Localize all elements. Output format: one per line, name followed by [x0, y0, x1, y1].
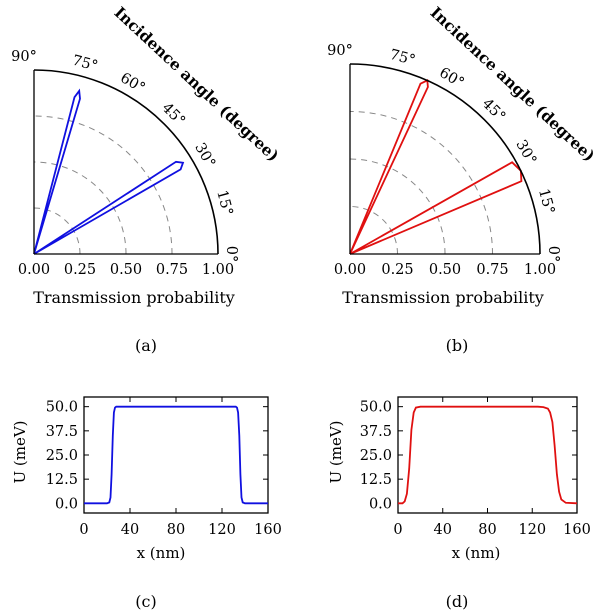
- grid-arc: [33, 161, 127, 255]
- panel-caption: (b): [446, 336, 469, 355]
- radial-tick-label: 0.00: [334, 262, 366, 278]
- transmission-lobe: [349, 161, 523, 255]
- angle-tick-label: 0°: [545, 246, 561, 262]
- polar-grid: [349, 111, 493, 255]
- y-axis-label: U (meV): [11, 420, 29, 483]
- panel-caption: (a): [135, 336, 157, 355]
- radial-tick-label: 0.25: [381, 262, 413, 278]
- y-tick-label: 0.0: [369, 496, 392, 512]
- x-axis-label: x (nm): [452, 544, 501, 562]
- outer-arc: [33, 69, 219, 255]
- angle-tick-label: 0°: [223, 246, 239, 262]
- y-tick-label: 37.5: [46, 424, 78, 440]
- y-tick-label: 12.5: [360, 472, 392, 488]
- polar-panel-a: 0.00 0.25 0.50 0.75 1.00 0°15°30°45°60°75°90…: [11, 3, 283, 355]
- tick-labels: 0 40 80 120 160 0.0 12.5 25.0 37.5 50.0: [360, 400, 591, 538]
- x-tick-label: 120: [208, 522, 236, 538]
- x-tick-label: 0: [79, 522, 88, 538]
- x-axis-label: Transmission probability: [342, 288, 544, 307]
- grid-arc: [349, 158, 446, 255]
- angle-tick-label: 90°: [327, 43, 353, 59]
- radial-tick-label: 0.00: [18, 262, 50, 278]
- polar-lobes: [33, 88, 185, 255]
- x-axis-label: x (nm): [137, 544, 186, 562]
- angle-tick-label: 45°: [479, 96, 508, 125]
- polar-grid: [33, 115, 173, 255]
- y-tick-label: 50.0: [46, 400, 78, 416]
- x-tick-label: 80: [167, 522, 185, 538]
- radial-tick-labels: 0.00 0.25 0.50 0.75 1.00: [18, 262, 234, 278]
- axes-frame: [397, 396, 578, 514]
- transmission-lobe: [33, 88, 81, 255]
- x-tick-label: 40: [434, 522, 452, 538]
- radial-tick-label: 0.75: [476, 262, 508, 278]
- radial-tick-label: 1.00: [524, 262, 556, 278]
- polar-panel-b: 0.00 0.25 0.50 0.75 1.00 0°15°30°45°60°75°90…: [327, 3, 598, 355]
- grid-arc: [33, 207, 81, 255]
- tick-labels: 0 40 80 120 160 0.0 12.5 25.0 37.5 50.0: [46, 400, 282, 538]
- x-axis-label: Transmission probability: [33, 288, 235, 307]
- y-tick-label: 25.0: [360, 448, 392, 464]
- y-tick-label: 12.5: [46, 472, 78, 488]
- radial-tick-label: 0.75: [156, 262, 188, 278]
- transmission-lobe: [33, 160, 185, 255]
- angle-tick-label: 15°: [213, 189, 235, 218]
- angle-tick-label: 90°: [11, 49, 37, 65]
- grid-arc: [349, 111, 493, 255]
- angle-tick-label: 45°: [159, 100, 188, 129]
- potential-curve: [398, 405, 578, 505]
- x-tick-label: 120: [518, 522, 546, 538]
- radial-tick-label: 0.50: [110, 262, 142, 278]
- outer-arc: [349, 63, 541, 255]
- transmission-lobe: [349, 79, 429, 255]
- y-tick-label: 37.5: [360, 424, 392, 440]
- radial-tick-label: 0.25: [64, 262, 96, 278]
- polar-frame: [349, 63, 541, 255]
- y-tick-label: 25.0: [46, 448, 78, 464]
- x-tick-label: 40: [121, 522, 139, 538]
- angle-tick-label: 15°: [535, 187, 557, 216]
- panel-caption: (c): [135, 592, 156, 611]
- x-tick-label: 160: [254, 522, 282, 538]
- radial-tick-labels: 0.00 0.25 0.50 0.75 1.00: [334, 262, 556, 278]
- grid-arc: [349, 206, 398, 255]
- radial-tick-label: 1.00: [202, 262, 234, 278]
- potential-curve: [84, 405, 268, 505]
- angle-tick-label: 75°: [71, 53, 100, 75]
- line-panel-d: 0 40 80 120 160 0.0 12.5 25.0 37.5 50.0 x (nm) U …: [327, 396, 591, 611]
- y-tick-label: 50.0: [360, 400, 392, 416]
- y-tick-label: 0.0: [55, 496, 78, 512]
- panel-caption: (d): [446, 592, 469, 611]
- angle-tick-label: 75°: [388, 47, 417, 69]
- line-panel-c: 0 40 80 120 160 0.0 12.5 25.0 37.5 50.0 x (nm) U …: [11, 396, 282, 611]
- y-axis-label: U (meV): [327, 420, 345, 483]
- x-tick-label: 0: [393, 522, 402, 538]
- x-tick-label: 160: [563, 522, 591, 538]
- x-tick-label: 80: [478, 522, 496, 538]
- radial-tick-label: 0.50: [429, 262, 461, 278]
- polar-frame: [33, 69, 219, 255]
